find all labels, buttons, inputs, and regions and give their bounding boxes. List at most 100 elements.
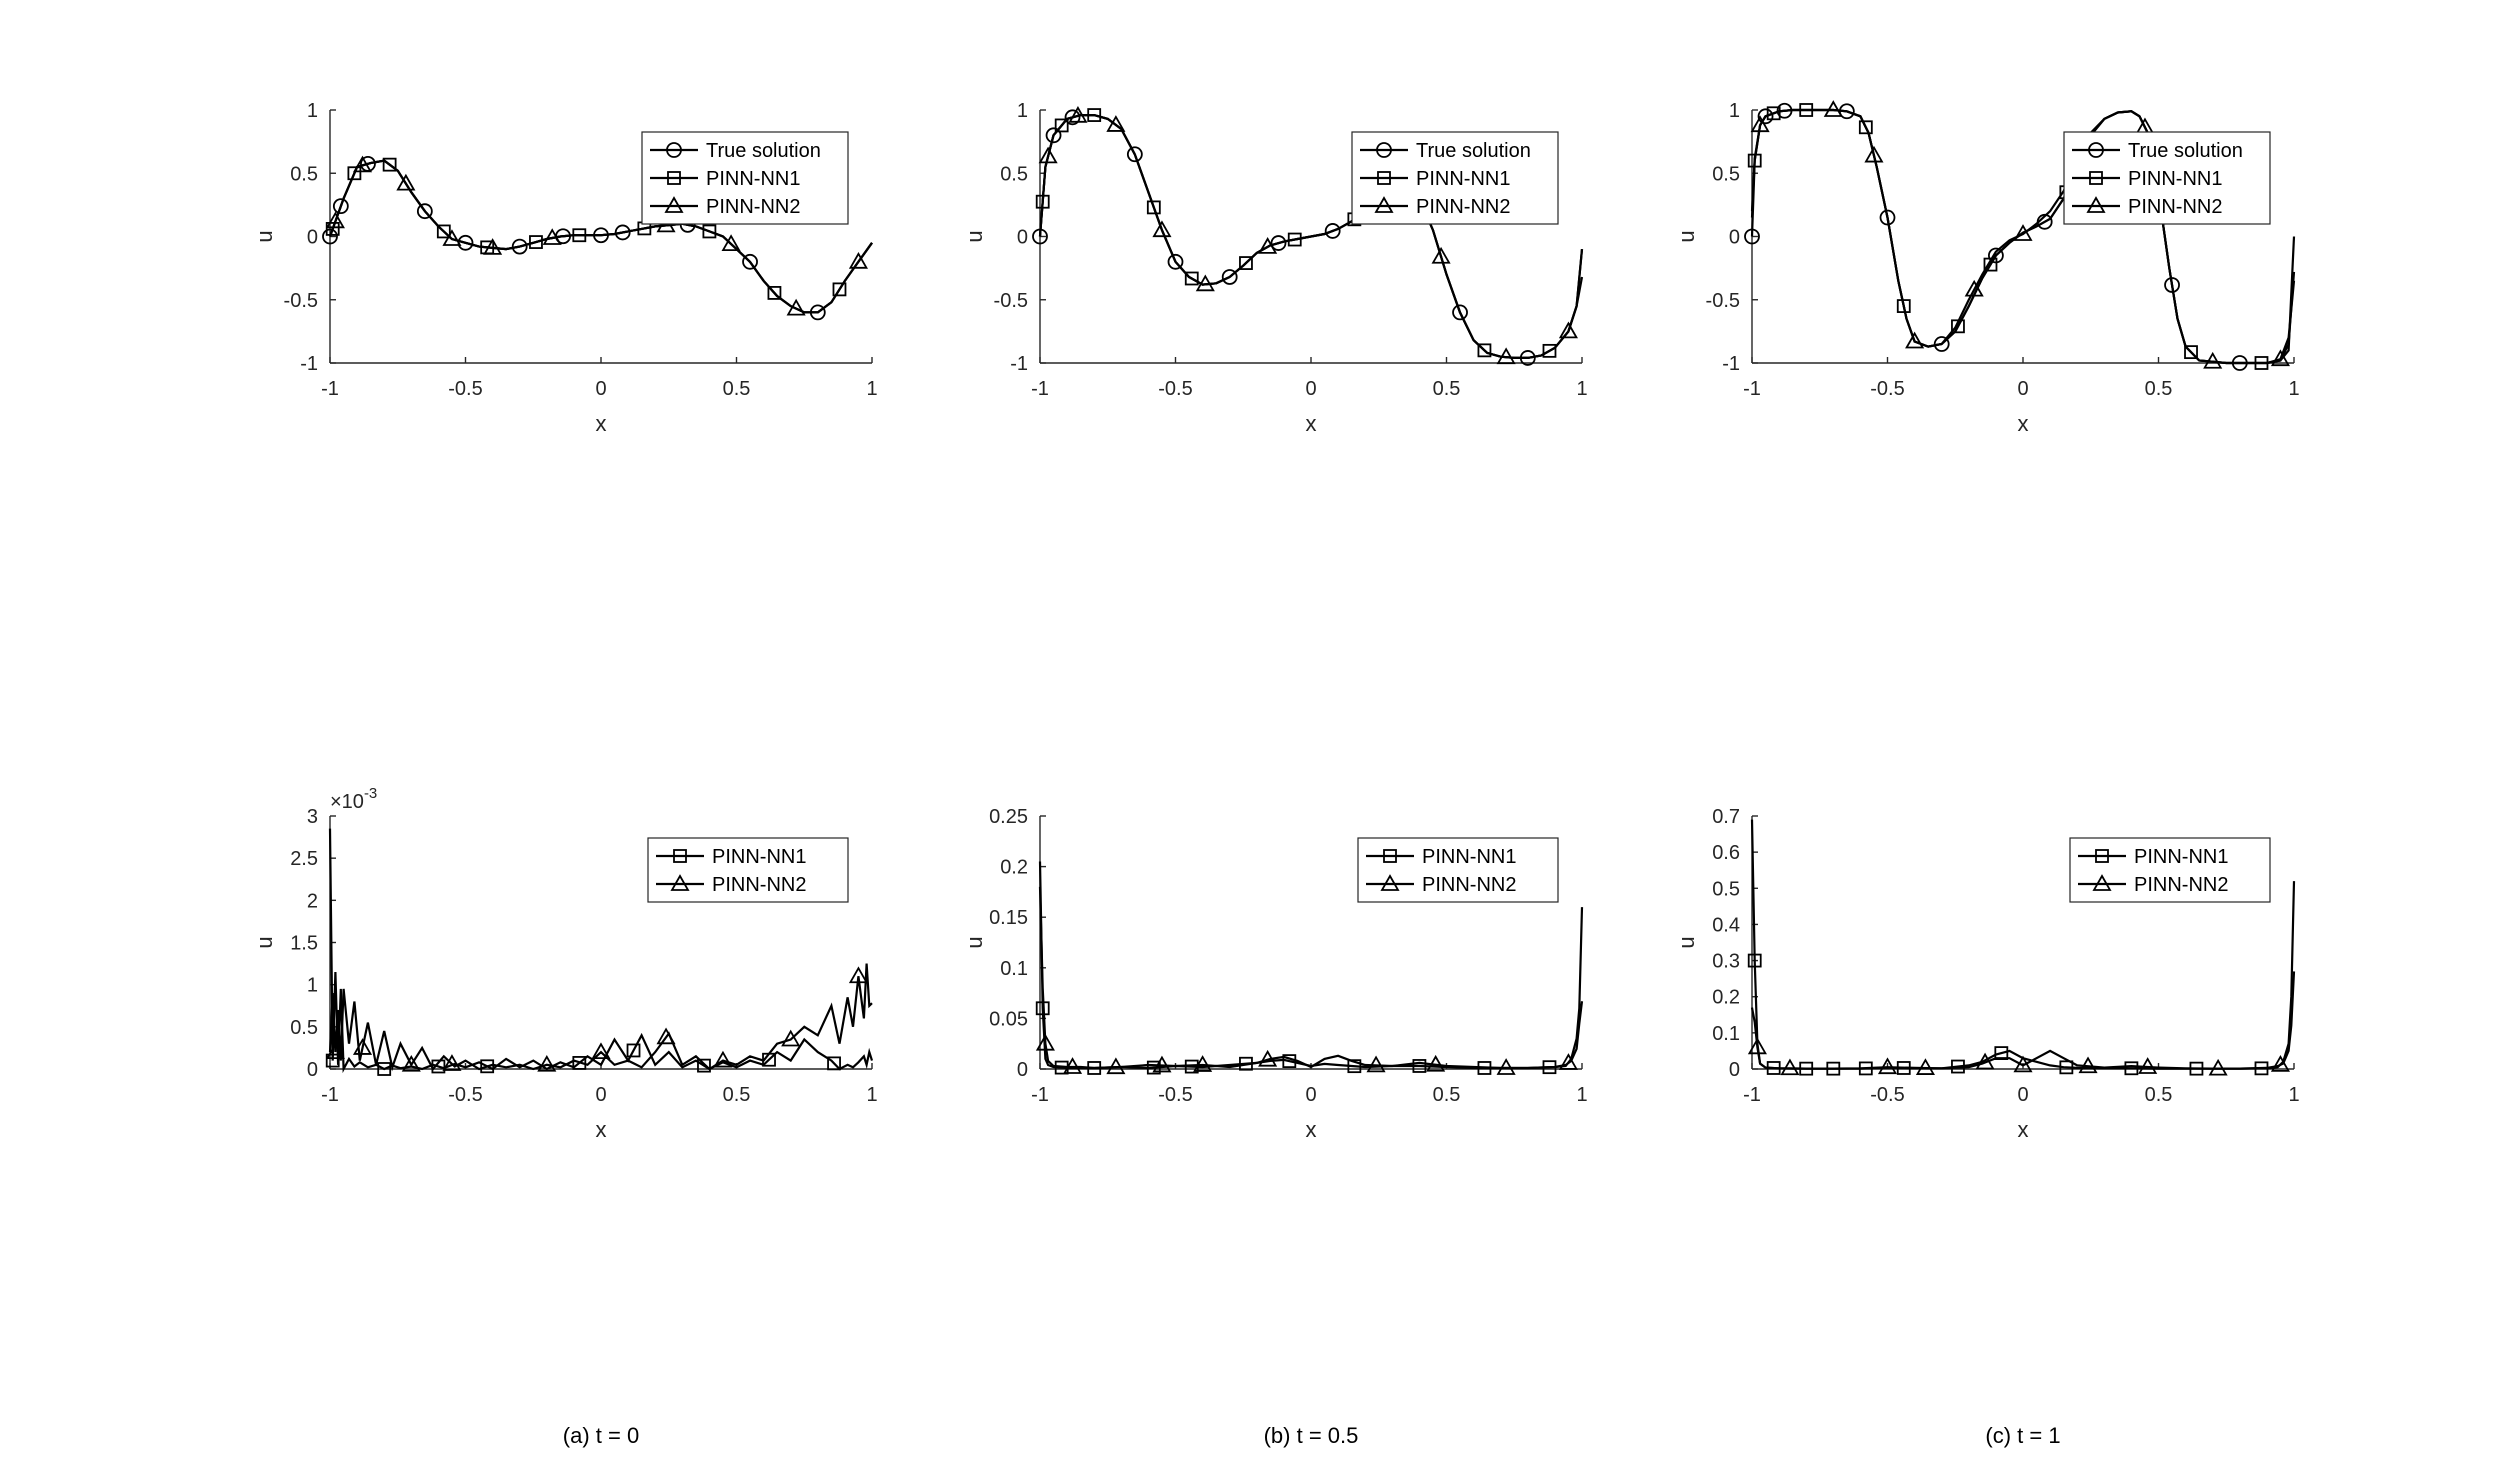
legend: True solution PINN-NN1 PINN-NN2 xyxy=(1351,131,1559,225)
data-point-square xyxy=(1766,106,1781,121)
data-point-triangle xyxy=(2270,1055,2291,1072)
data-point-triangle xyxy=(591,1042,611,1060)
x-tick-label: 0 xyxy=(595,1084,606,1106)
data-point-triangle xyxy=(1195,274,1215,292)
data-point-triangle xyxy=(1152,1055,1172,1073)
legend-marker-square xyxy=(1377,171,1391,185)
y-tick-label: -0.5 xyxy=(994,290,1028,312)
x-tick-label: 0 xyxy=(595,378,606,400)
legend: PINN-NN1 PINN-NN2 xyxy=(647,837,849,903)
series-pinn-nn2 xyxy=(325,963,873,1072)
y-tick-label: 1 xyxy=(307,100,318,122)
data-point-square xyxy=(480,1059,495,1074)
data-point-triangle xyxy=(1558,321,1579,339)
x-tick-label: 0 xyxy=(1305,378,1316,400)
x-tick-label: -1 xyxy=(1743,378,1761,400)
data-point-triangle xyxy=(396,173,416,191)
y-tick-label: 0.1 xyxy=(1712,1023,1740,1045)
data-point-triangle xyxy=(1258,1049,1278,1067)
legend-marker-square xyxy=(2095,849,2109,863)
data-point-triangle xyxy=(1062,1057,1083,1074)
y-tick-label: 0.5 xyxy=(1712,163,1740,185)
data-point-triangle xyxy=(1106,115,1126,132)
legend-marker-triangle xyxy=(1380,874,1400,891)
legend-label: PINN-NN2 xyxy=(1422,874,1516,896)
exponent-power: -3 xyxy=(364,785,377,802)
x-axis-label: x xyxy=(596,411,607,436)
x-tick-label: 0.5 xyxy=(2145,1084,2173,1106)
legend: True solution PINN-NN1 PINN-NN2 xyxy=(2063,131,2271,225)
data-point-square xyxy=(1146,1060,1161,1075)
legend-label: True solution xyxy=(706,140,821,162)
data-point-triangle xyxy=(325,1042,345,1060)
y-tick-label: -0.5 xyxy=(284,290,318,312)
legend-marker-triangle xyxy=(1374,196,1394,213)
subplot-2: -1 -0.5 0 0.5 1 -1 -0.5 0 0.5 1 x u True solution PIN… xyxy=(962,100,1588,436)
legend-marker-square xyxy=(667,171,681,185)
data-point-square xyxy=(325,1053,340,1068)
data-point-square xyxy=(1054,118,1069,133)
data-point-triangle xyxy=(1964,279,1984,297)
legend-marker-triangle xyxy=(670,874,690,891)
data-point-triangle xyxy=(2208,1058,2228,1076)
data-point-triangle xyxy=(1496,347,1516,365)
exponent-base: ×10 xyxy=(330,791,364,813)
data-point-triangle xyxy=(2013,224,2033,241)
y-tick-label: 0.6 xyxy=(1712,842,1740,864)
data-point-triangle xyxy=(1068,106,1088,123)
x-axis-label: x xyxy=(1306,1117,1317,1142)
data-point-triangle xyxy=(1747,1037,1767,1055)
data-point-triangle xyxy=(781,1029,801,1047)
data-point-square xyxy=(377,1062,392,1076)
legend: PINN-NN1 PINN-NN2 xyxy=(2069,837,2271,903)
data-point-circle xyxy=(511,238,528,255)
data-point-circle xyxy=(2164,277,2180,293)
data-point-square xyxy=(2059,1060,2074,1075)
data-point-square xyxy=(347,166,362,181)
subplot-caption: (c) t = 1 xyxy=(1985,1423,2060,1448)
data-point-circle xyxy=(1270,235,1287,251)
data-point-triangle xyxy=(1750,115,1770,133)
legend: PINN-NN1 PINN-NN2 xyxy=(1357,837,1559,903)
y-tick-label: -1 xyxy=(1010,353,1028,375)
x-axis-label: x xyxy=(2018,1117,2029,1142)
y-tick-label: 0 xyxy=(1017,1059,1028,1081)
legend-marker-square xyxy=(2089,171,2103,185)
data-point-circle xyxy=(1879,209,1896,226)
series-line xyxy=(1038,886,1584,1070)
data-point-circle xyxy=(1045,127,1062,144)
data-point-circle xyxy=(322,228,338,245)
x-tick-label: 1 xyxy=(1576,1084,1587,1106)
data-point-triangle xyxy=(2013,1055,2033,1073)
y-tick-label: 0.5 xyxy=(290,163,318,185)
data-point-triangle xyxy=(537,1054,557,1072)
data-point-circle xyxy=(1757,108,1774,125)
x-axis-label: x xyxy=(596,1117,607,1142)
y-tick-label: 3 xyxy=(307,806,318,828)
data-point-triangle xyxy=(325,211,345,229)
legend-marker-circle xyxy=(1376,142,1392,158)
legend-marker-triangle xyxy=(2086,196,2106,213)
subplot-4: -1 -0.5 0 0.5 100.511.522.53xu×10-3PINN-NN1P… xyxy=(252,785,878,1448)
x-tick-label: 1 xyxy=(2288,378,2299,400)
legend: True solution PINN-NN1 PINN-NN2 xyxy=(641,131,849,225)
y-tick-label: -0.5 xyxy=(1706,290,1740,312)
data-point-triangle xyxy=(352,155,373,173)
subplot-caption: (a) t = 0 xyxy=(563,1423,639,1448)
y-axis-label: u xyxy=(1674,936,1699,948)
x-axis-label: x xyxy=(1306,411,1317,436)
data-point-square xyxy=(697,1058,711,1073)
y-tick-label: 0 xyxy=(1729,1059,1740,1081)
data-point-triangle xyxy=(1426,1054,1446,1072)
x-tick-label: -0.5 xyxy=(448,378,482,400)
legend-label: True solution xyxy=(2128,140,2243,162)
data-point-triangle xyxy=(2078,1056,2098,1074)
data-point-triangle xyxy=(352,1038,373,1055)
y-tick-label: 0.05 xyxy=(989,1008,1028,1030)
y-tick-label: 0.25 xyxy=(989,806,1028,828)
y-axis-label: u xyxy=(252,230,277,242)
y-tick-label: 1 xyxy=(1729,100,1740,122)
data-point-triangle xyxy=(1035,1033,1055,1051)
legend-label: PINN-NN1 xyxy=(1422,846,1516,868)
